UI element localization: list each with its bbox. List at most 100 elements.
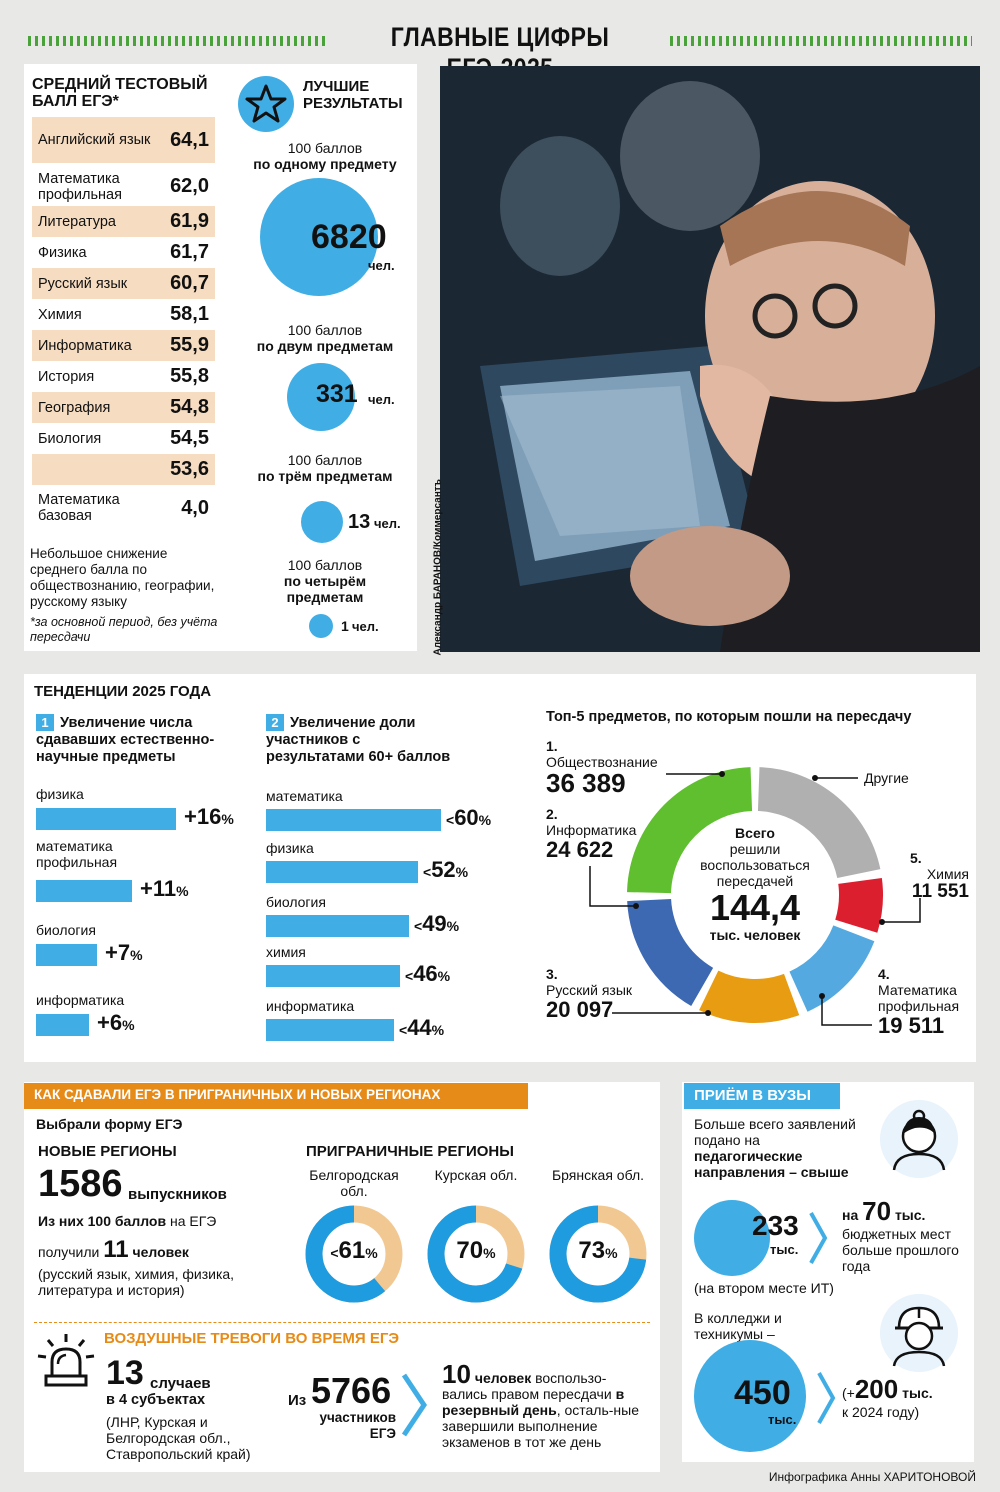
seg-value: 20 097: [546, 997, 614, 1022]
avg-note: Небольшое снижение среднего балла по общ…: [30, 546, 215, 609]
trend2-unit: %: [478, 812, 492, 828]
trend2-unit: %: [455, 864, 469, 880]
seg-label-1: 1. Обществознание 36 389: [546, 738, 658, 796]
trend1-label: физика: [36, 786, 84, 802]
avg-row-name: История: [38, 368, 95, 385]
photo-credit: Александр БАРАНОВ/Коммерсантъ: [432, 479, 444, 656]
trend2-bar: [266, 915, 409, 937]
trend2-label: математика: [266, 788, 343, 804]
avg-row-name: Биология: [38, 430, 102, 447]
donut-center-num: 144,4: [709, 887, 801, 928]
best-num-1: 6820: [311, 218, 387, 256]
seg-value: 11 551: [911, 881, 969, 902]
avg-row-value: 61,9: [170, 210, 209, 232]
avg-row-name: Информатика: [38, 337, 132, 354]
chevron-right-icon: [808, 1210, 828, 1271]
region-value: <61%: [304, 1237, 404, 1265]
seg-label-4: 4. Математика профильная 19 511: [878, 966, 968, 1038]
avg-row: Биология 54,5: [32, 423, 215, 454]
retake-donut-chart: [627, 767, 883, 1023]
trend2-label: химия: [266, 944, 306, 960]
uni-num70: 70: [862, 1196, 892, 1226]
uni-plus: (+: [842, 1385, 855, 1401]
avg-row-name: Математика профильная: [38, 170, 122, 203]
cases-list: (ЛНР, Курская и Белгородская обл., Ставр…: [106, 1414, 251, 1462]
donut-center: Всего решили воспользоваться пересдачей …: [690, 825, 820, 943]
uni-big2-unit: тыс.: [768, 1412, 797, 1427]
uni-big1-unit: тыс.: [770, 1242, 799, 1257]
trend1-value: +7%: [105, 940, 143, 966]
trend1-value: +6%: [97, 1010, 135, 1036]
seg-value: 24 622: [546, 837, 614, 862]
best-circle-1: [260, 178, 378, 296]
trend2-prefix: <: [399, 1022, 408, 1038]
uni-text1-plain: Больше всего заявлений подано на: [694, 1116, 856, 1148]
avg-row: Английский язык 64,1: [32, 117, 215, 163]
people-text1: воспользо-вались правом пересдачи: [442, 1370, 612, 1402]
trend2-bar: [266, 861, 418, 883]
chevron-right-icon: [816, 1370, 836, 1431]
region-name: Курская обл.: [434, 1167, 518, 1183]
regions-panel: [24, 1082, 660, 1472]
avg-row: Физика 61,7: [32, 237, 215, 268]
trend2-unit: %: [446, 918, 460, 934]
seg-value: 19 511: [878, 1013, 945, 1038]
avg-row: Информатика 55,9: [32, 330, 215, 361]
uni-circle-2: [694, 1340, 806, 1452]
seg-value: 36 389: [546, 768, 626, 798]
seg-rank: 1.: [546, 738, 558, 754]
uni-big1: 233: [752, 1210, 799, 1241]
cases-num: 13: [106, 1354, 144, 1392]
trend-col2-num: 2: [266, 714, 284, 731]
best-unit-3: чел.: [374, 516, 401, 531]
people-label: человек: [474, 1370, 532, 1386]
uni-plus-tail: к 2024 году): [842, 1404, 920, 1420]
trend2-prefix: <: [446, 812, 455, 828]
worker-icon: [880, 1294, 958, 1372]
trend2-label: информатика: [266, 998, 355, 1014]
trend1-label: математика профильная: [36, 838, 118, 870]
best-num-4: 1: [341, 618, 349, 634]
donut-center-unit: тыс. человек: [709, 927, 801, 943]
seg-name: Русский язык: [546, 982, 633, 998]
avg-row: История 55,8: [32, 361, 215, 392]
uni-num70-unit: тыс.: [894, 1207, 926, 1223]
cases-sub: в 4 субъектах: [106, 1392, 206, 1408]
region-value: 73%: [548, 1237, 648, 1265]
best-heading: ЛУЧШИЕ РЕЗУЛЬТАТЫ: [303, 78, 403, 112]
header-rule-right: [670, 36, 972, 46]
seg-name: Химия: [926, 866, 969, 882]
avg-row-value: 61,7: [170, 241, 209, 263]
got-line: получили 11 человек: [38, 1236, 189, 1264]
uni-circle-1: [694, 1200, 770, 1276]
region-donut-value: [549, 1205, 647, 1303]
trend1-num: +16: [184, 804, 222, 829]
seg-name: Обществознание: [546, 754, 658, 770]
region-num: 61: [338, 1237, 366, 1264]
donut-segment: [835, 877, 883, 933]
seg-rank: 3.: [546, 966, 558, 982]
siren-icon: [36, 1332, 96, 1388]
trend-col2-title: 2 Увеличение доли участников с результата…: [266, 714, 456, 766]
teacher-icon: [880, 1100, 958, 1178]
trend2-num: 52: [431, 857, 456, 882]
best-item-1: 100 баллов по одному предмету: [240, 140, 410, 172]
region-unit: %: [605, 1245, 618, 1261]
grads-num: 1586: [38, 1163, 123, 1205]
trend1-num: +6: [97, 1010, 123, 1035]
uni-budget: бюджетных мест больше прошлого года: [842, 1226, 959, 1274]
from-them: Из них 100 баллов на ЕГЭ: [38, 1213, 216, 1229]
avg-row-value: 60,7: [170, 272, 209, 294]
avg-row-name: Русский язык: [38, 275, 128, 292]
trend2-bar: [266, 965, 400, 987]
best-num-3: 13: [348, 511, 371, 533]
uni-colleges: В колледжи и техникумы –: [694, 1310, 782, 1342]
uni-plus-num: 200: [854, 1374, 899, 1404]
trend2-bar: [266, 1019, 394, 1041]
avg-row-value: 4,0: [181, 496, 209, 519]
region-num: 70: [456, 1237, 484, 1264]
trend1-bar: [36, 808, 176, 830]
participants-label: участников ЕГЭ: [319, 1410, 396, 1441]
avg-row-value: 53,6: [170, 458, 209, 480]
region-prefix: <: [330, 1245, 339, 1261]
